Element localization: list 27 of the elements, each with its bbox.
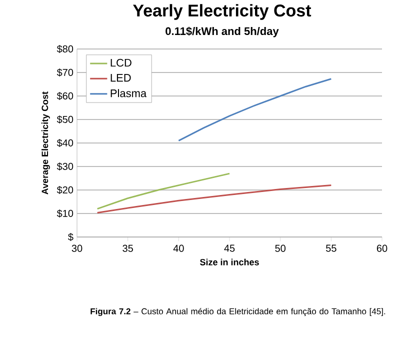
y-tick-label: $50 — [56, 115, 74, 124]
legend-label: LED — [110, 74, 131, 82]
line-series — [96, 172, 230, 210]
text: Figura 7.2 – Custo Anual médio da Eletricidade em função do Tamanho [45]. — [90, 308, 386, 316]
y-tick-label: $30 — [56, 162, 74, 171]
legend-label: LCD — [110, 58, 132, 67]
x-tick-label: 35 — [122, 244, 133, 252]
y-tick-label: $70 — [56, 68, 74, 77]
x-tick-label: 45 — [224, 244, 235, 252]
y-tick-label: $ — [68, 232, 74, 242]
x-tick-label: 30 — [72, 244, 82, 252]
chart-title: Yearly Electricity Cost — [133, 4, 312, 20]
line-series — [96, 184, 332, 214]
y-tick-label: $60 — [56, 92, 74, 100]
x-tick-label: 40 — [173, 244, 184, 252]
y-axis-title: Average Electricity Cost — [41, 92, 50, 194]
x-tick-label: 60 — [376, 244, 388, 252]
chart-subtitle: 0.11$/kWh and 5h/day — [166, 26, 279, 38]
y-tick-label: $10 — [56, 209, 74, 218]
y-tick-label: $20 — [56, 186, 74, 194]
y-tick-label: $80 — [56, 44, 74, 54]
legend-label: Plasma — [110, 89, 147, 98]
line-series — [178, 78, 332, 142]
x-tick-label: 50 — [275, 244, 286, 252]
x-tick-label: 55 — [326, 244, 336, 252]
x-axis-title: Size in inches — [200, 258, 259, 266]
y-tick-label: $40 — [56, 138, 74, 148]
